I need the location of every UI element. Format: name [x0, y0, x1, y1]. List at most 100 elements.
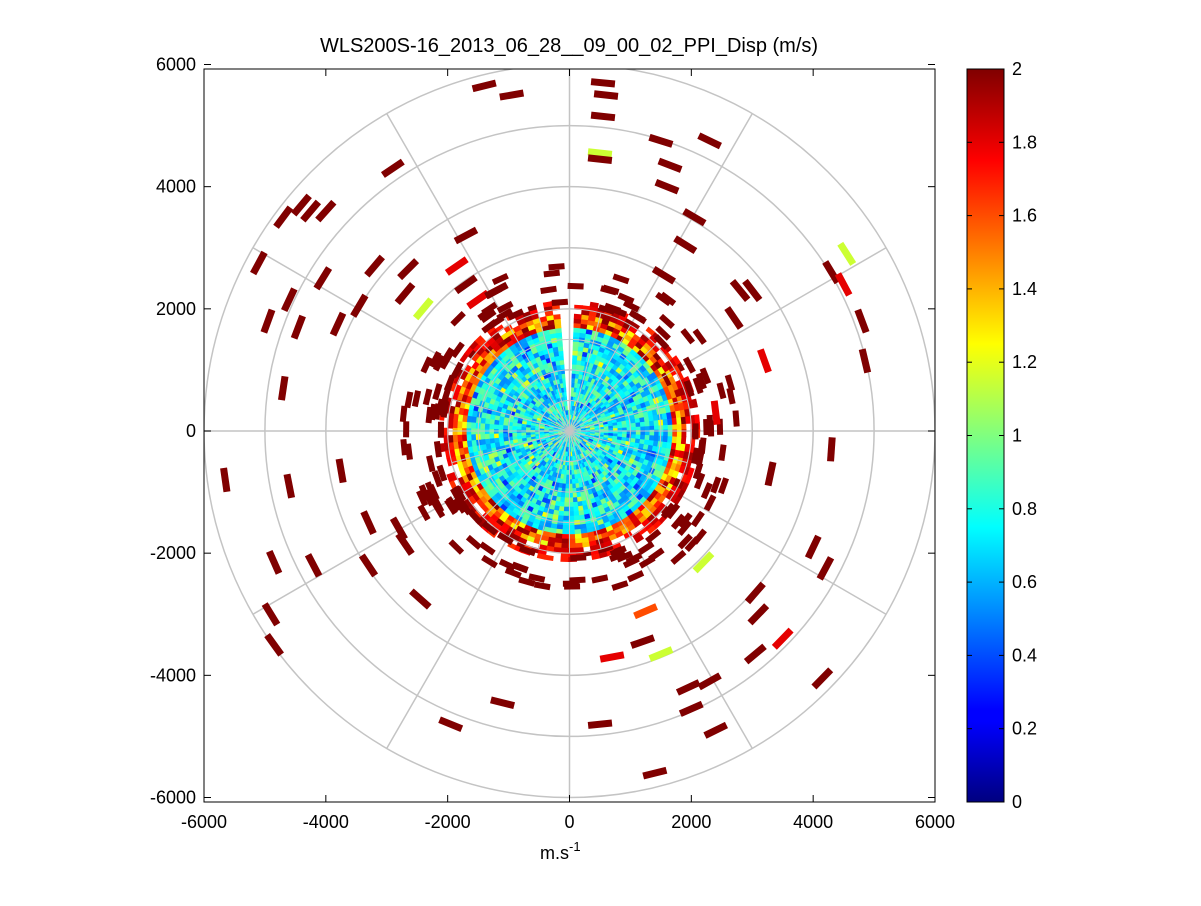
ppi-cell: [585, 449, 590, 455]
ppi-cell: [577, 350, 583, 357]
ppi-cell: [536, 468, 542, 475]
ppi-cell: [589, 426, 595, 429]
ppi-cell: [549, 435, 555, 439]
ppi-cell: [616, 439, 622, 444]
ppi-cell: [588, 410, 594, 416]
ppi-cell: [590, 427, 595, 430]
ppi-cell: [573, 421, 577, 426]
ppi-cell: [596, 450, 602, 456]
inner-spoke: [537, 312, 570, 432]
range-gate-return: [454, 274, 478, 295]
range-gate-return: [471, 79, 497, 93]
ppi-cell: [566, 442, 568, 448]
ppi-cell: [565, 419, 568, 425]
ppi-cell: [598, 383, 605, 390]
ppi-cell: [676, 416, 682, 425]
ppi-cell: [649, 434, 655, 441]
ppi-cell: [634, 438, 641, 444]
ppi-cell: [479, 495, 489, 505]
ppi-cell: [545, 411, 551, 416]
ppi-cell: [493, 424, 499, 430]
ppi-cell: [589, 424, 595, 428]
ppi-cell: [603, 540, 613, 548]
ppi-cell: [653, 368, 662, 378]
ppi-cell: [606, 340, 615, 348]
ppi-cell: [658, 486, 667, 495]
ppi-cell: [647, 410, 654, 417]
ppi-cell: [554, 360, 561, 366]
ppi-cell: [608, 400, 615, 406]
ppi-cell: [480, 504, 490, 513]
ppi-cell: [541, 461, 547, 467]
ppi-cell: [583, 450, 589, 456]
ppi-cell: [661, 363, 670, 373]
ppi-cell: [467, 349, 477, 360]
ppi-cell: [570, 405, 573, 411]
range-gate-return: [673, 235, 698, 255]
ppi-cell: [476, 498, 485, 508]
ppi-cell: [553, 323, 562, 329]
x-axis-label-superscript: -1: [569, 839, 581, 854]
ppi-cell: [484, 423, 490, 430]
ppi-cell: [667, 435, 673, 443]
ppi-cell: [595, 452, 601, 458]
ppi-cell: [559, 434, 564, 439]
ppi-cell: [494, 437, 500, 444]
ppi-cell: [574, 446, 577, 452]
ppi-cell: [608, 432, 614, 436]
ppi-cell: [554, 393, 559, 400]
ppi-cell: [567, 419, 569, 425]
ppi-cell: [525, 427, 531, 431]
ppi-cell: [586, 366, 593, 373]
ppi-cell: [543, 383, 549, 389]
ppi-cell: [539, 453, 545, 459]
ppi-cell: [498, 433, 504, 439]
scatter-return: [591, 574, 609, 584]
ppi-cell: [570, 447, 572, 452]
ppi-cell: [589, 358, 596, 365]
ppi-cell: [591, 466, 598, 473]
scatter-return: [465, 534, 482, 550]
ppi-cell: [532, 397, 538, 404]
ppi-cell: [452, 427, 458, 436]
ppi-cell: [659, 465, 667, 474]
ppi-cell: [668, 357, 677, 368]
ppi-cell: [564, 497, 570, 503]
ppi-cell: [450, 471, 459, 481]
range-gate-return: [697, 672, 722, 691]
ppi-cell: [518, 477, 525, 484]
ppi-cell: [571, 442, 574, 448]
range-gate-return: [590, 111, 616, 122]
ppi-cell: [562, 441, 566, 447]
ppi-cell: [546, 397, 551, 404]
ppi-cell: [586, 448, 591, 454]
range-gate-return: [499, 89, 525, 101]
ppi-cell: [528, 402, 535, 408]
ppi-cell: [464, 373, 472, 383]
ppi-cell: [559, 359, 565, 366]
scatter-return: [417, 504, 431, 522]
ppi-cell: [661, 412, 668, 420]
ppi-cell: [567, 460, 570, 466]
ppi-cell: [457, 441, 464, 450]
ppi-cell: [539, 491, 546, 498]
ppi-cell: [585, 431, 591, 434]
ppi-cell: [571, 373, 576, 379]
ppi-cell: [599, 396, 606, 402]
ppi-cell: [553, 447, 558, 452]
ppi-cell: [584, 423, 590, 427]
ppi-cell: [591, 394, 597, 400]
ppi-cell: [553, 427, 559, 430]
ppi-cell: [530, 399, 537, 406]
scatter-return: [724, 374, 736, 392]
ppi-cell: [601, 416, 607, 421]
ppi-cell: [586, 416, 592, 421]
ppi-cell: [664, 360, 674, 370]
ppi-cell: [474, 364, 484, 373]
ppi-cell: [466, 428, 472, 436]
ppi-cell: [557, 515, 564, 521]
ppi-cell: [642, 342, 652, 351]
ppi-cell: [543, 393, 549, 400]
ppi-cell: [483, 401, 490, 409]
